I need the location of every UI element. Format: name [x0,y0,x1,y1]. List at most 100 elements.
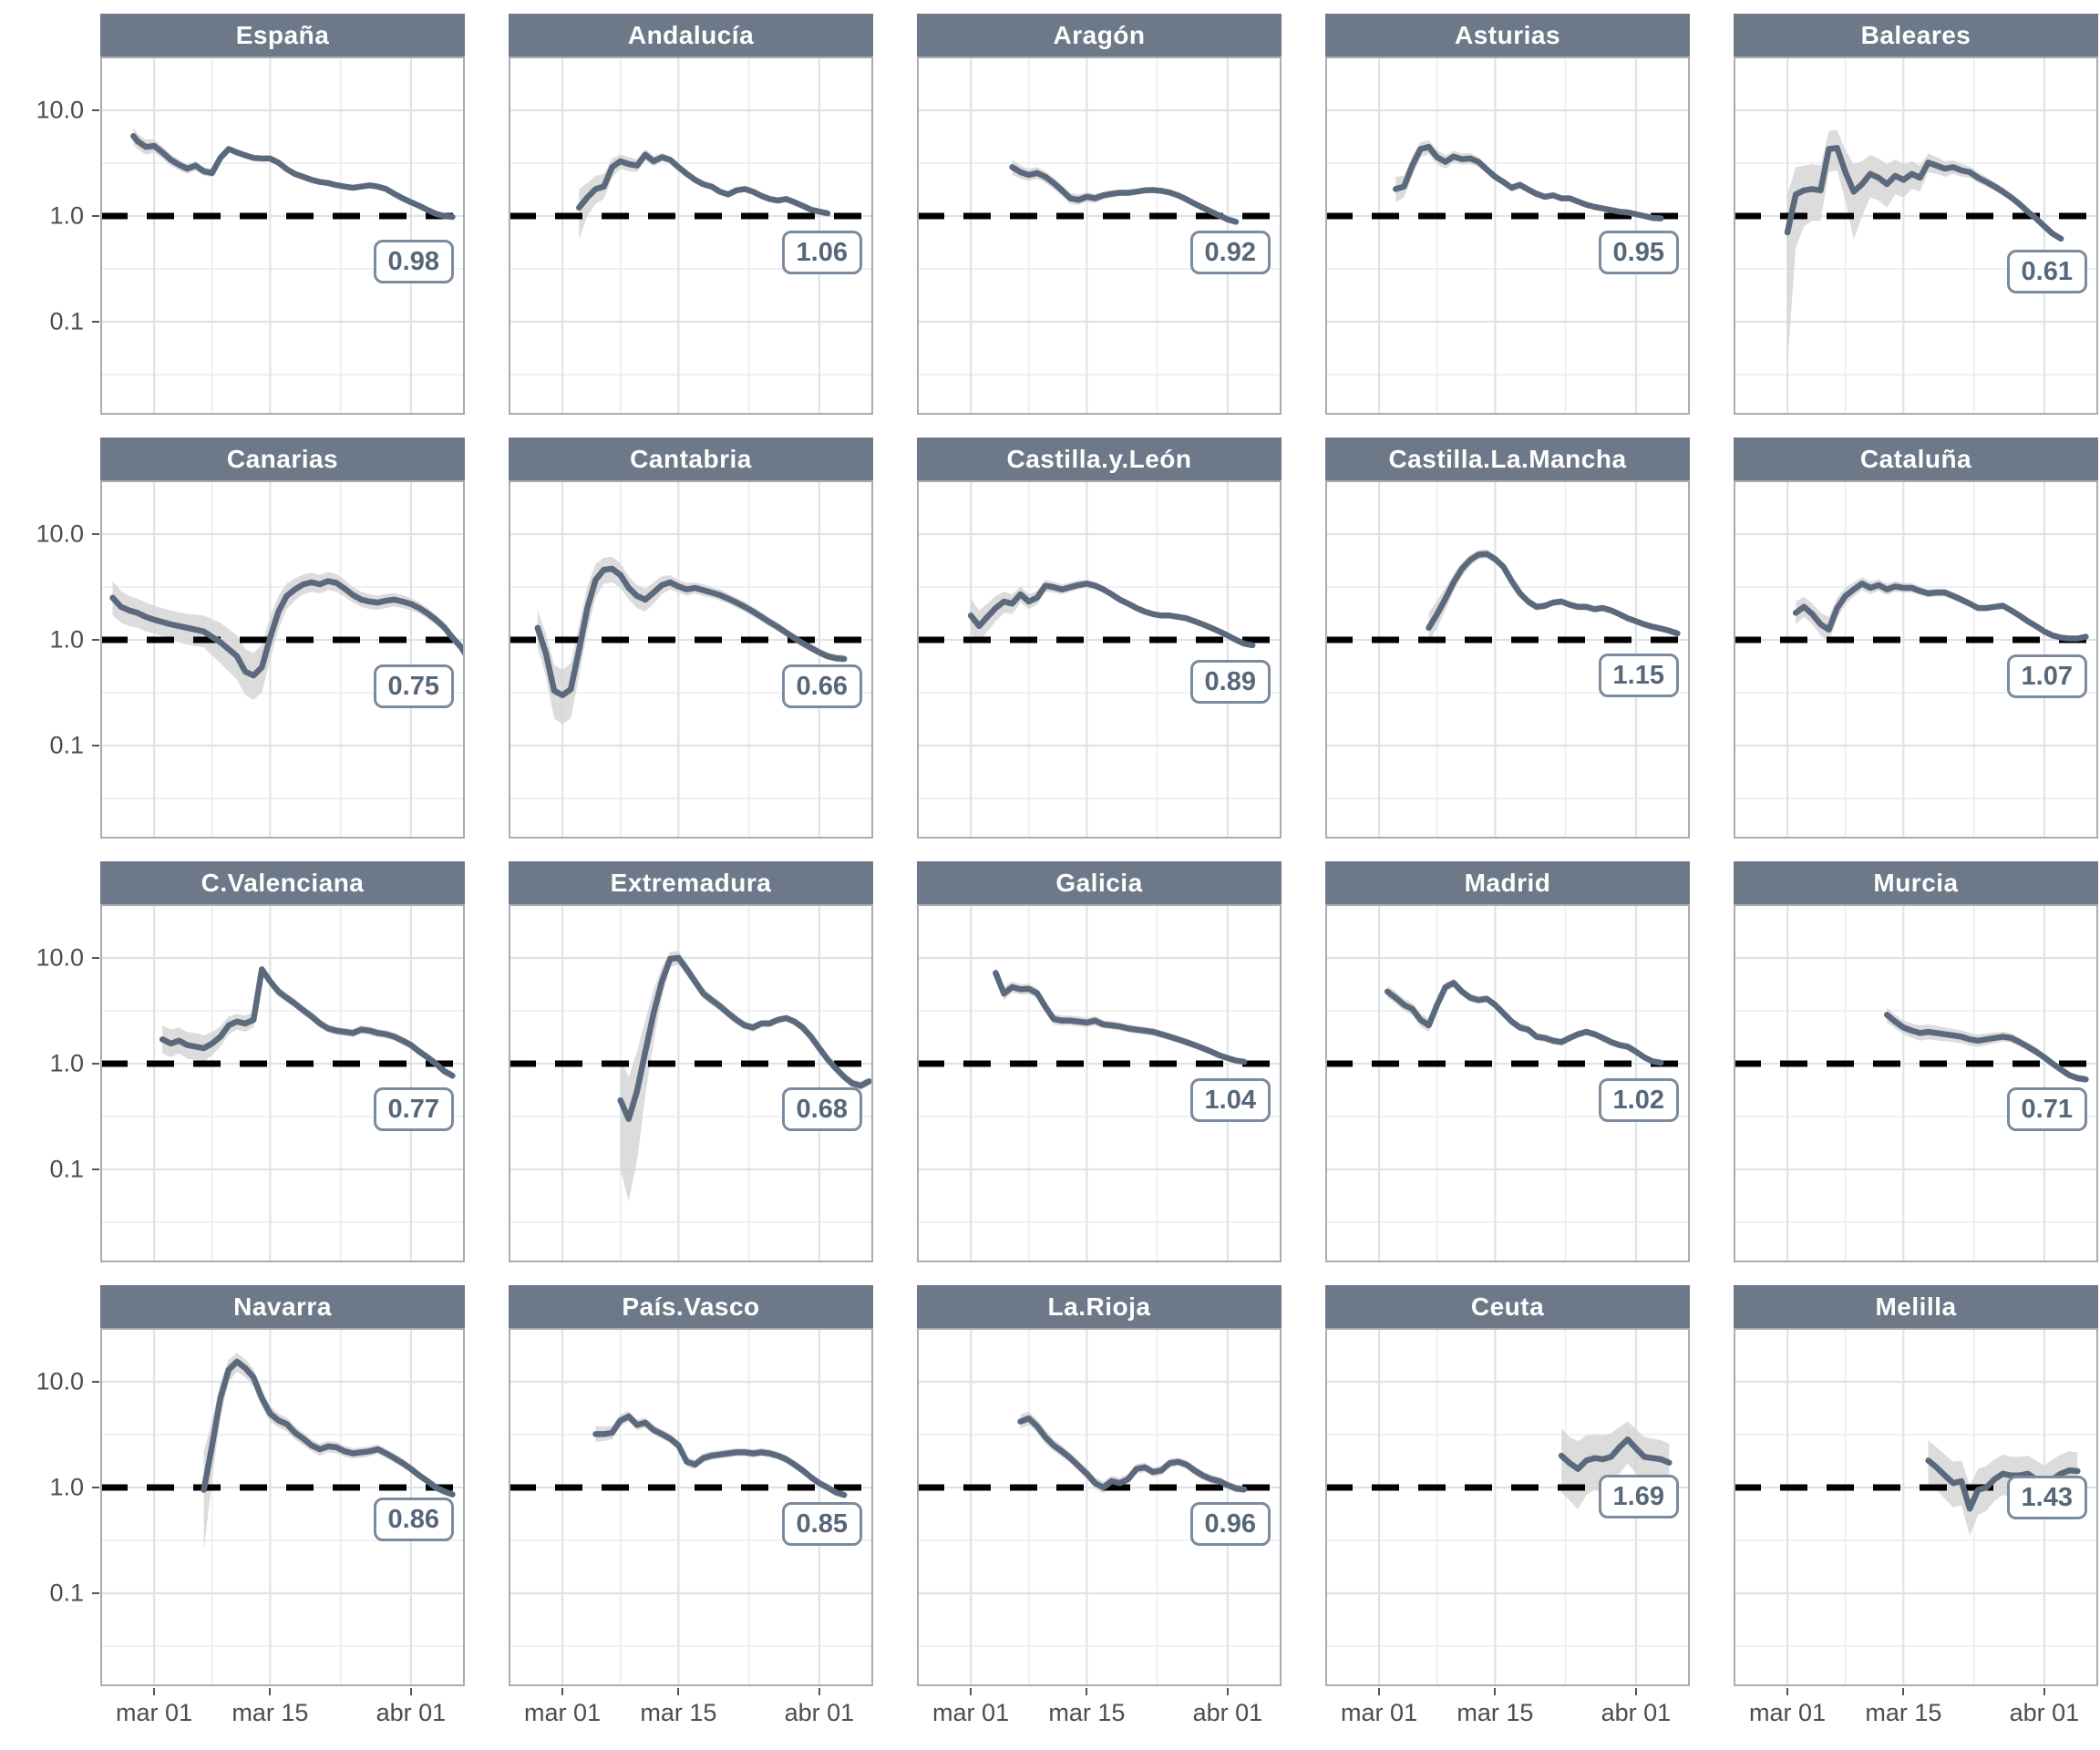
rt-line [130,133,456,221]
rt-line [159,966,456,1079]
rt-value-badge: 1.06 [781,231,862,275]
x-tick-mark [1226,1688,1229,1695]
confidence-ribbon [1561,1421,1670,1510]
panel-title-strip: Cantabria [509,438,873,480]
x-tick-mark [409,1688,412,1695]
rt-value-badge: 1.15 [1598,654,1679,698]
panel-title-strip: Canarias [100,438,465,480]
facet-panel-baleares: Baleares 0.61 [1734,14,2098,415]
panel-title-strip: Navarra [100,1285,465,1328]
x-tick-mark [677,1688,680,1695]
x-tick-label: abr 01 [2009,1699,2080,1726]
y-tick-label: 1.0 [49,625,84,654]
rt-value-badge: 1.04 [1189,1078,1271,1123]
panel-plot [100,57,465,415]
y-tick-mark [92,639,99,641]
panel-title-strip: Castilla.y.León [917,438,1282,480]
panel-plot [1734,480,2098,839]
x-tick-label: mar 15 [1457,1699,1534,1726]
x-tick-label: mar 01 [524,1699,602,1726]
panel-title-strip: Extremadura [509,861,873,904]
y-tick-label: 0.1 [49,1579,84,1607]
rt-line [1017,1415,1248,1493]
x-tick-label: abr 01 [376,1699,447,1726]
panel-plot [1734,57,2098,415]
panel-plot [100,904,465,1262]
rt-line [1792,581,2089,642]
x-tick-mark [2043,1688,2045,1695]
rt-value-badge: 0.77 [373,1087,454,1132]
x-tick-label: mar 01 [932,1699,1010,1726]
y-tick-mark [92,1063,99,1065]
facet-panel-castilla-y-le-n: Castilla.y.León 0.89 [917,438,1282,839]
rt-value-badge: 0.86 [373,1497,454,1541]
rt-value-badge: 0.61 [2006,249,2087,293]
rt-value-badge: 1.43 [2006,1476,2087,1520]
x-tick-label: mar 15 [640,1699,717,1726]
facet-panel-extremadura: Extremadura 0.68 [509,861,873,1262]
rt-line [1393,143,1664,221]
y-tick-label: 10.0 [36,520,84,548]
y-tick-mark [92,1381,99,1383]
x-tick-mark [1786,1688,1789,1695]
rt-line [201,1358,456,1498]
y-tick-label: 1.0 [49,1473,84,1501]
panel-title-strip: Aragón [917,14,1282,57]
rt-line [1784,145,2064,242]
panel-title-strip: Melilla [1734,1285,2098,1328]
panel-title-strip: La.Rioja [917,1285,1282,1328]
panel-plot [509,904,873,1262]
facet-panel-castilla-la-mancha: Castilla.La.Mancha 1.15 [1325,438,1690,839]
x-tick-label: mar 01 [116,1699,193,1726]
facet-panel-murcia: Murcia 0.71 [1734,861,2098,1262]
x-tick-mark [1634,1688,1637,1695]
rt-value-badge: 0.66 [781,664,862,709]
panel-title-strip: Castilla.La.Mancha [1325,438,1690,480]
x-tick-label: abr 01 [784,1699,855,1726]
x-tick-label: mar 01 [1749,1699,1827,1726]
panel-title-strip: Andalucía [509,14,873,57]
facet-panel-c-valenciana: C.Valenciana 0.77 [100,861,465,1262]
confidence-ribbon [1887,1007,2086,1083]
rt-line [576,151,831,217]
x-tick-label: mar 15 [1865,1699,1942,1726]
rt-line [1009,164,1240,225]
x-tick-mark [818,1688,820,1695]
facet-panel-andaluc-a: Andalucía 1.06 [509,14,873,415]
x-tick-mark [153,1688,156,1695]
facet-panel-la-rioja: La.Rioja 0.96 [917,1285,1282,1686]
y-tick-label: 10.0 [36,1367,84,1395]
panel-plot [1734,904,2098,1262]
facet-panel-navarra: Navarra 0.86 [100,1285,465,1686]
x-tick-mark [1378,1688,1381,1695]
rt-line [534,565,848,698]
y-tick-mark [92,1168,99,1170]
rt-value-badge: 0.85 [781,1502,862,1547]
y-tick-label: 10.0 [36,96,84,124]
y-tick-label: 10.0 [36,943,84,972]
panel-plot [100,480,465,839]
facet-panel-melilla: Melilla 1.43 [1734,1285,2098,1686]
facet-panel-espa-a: España 0.98 [100,14,465,415]
rt-line [1558,1436,1673,1472]
y-tick-mark [92,321,99,323]
x-tick-mark [561,1688,564,1695]
rt-value-badge: 0.68 [781,1087,862,1132]
y-tick-mark [92,1487,99,1488]
panel-title-strip: País.Vasco [509,1285,873,1328]
rt-value-badge: 1.69 [1598,1474,1679,1518]
rt-value-badge: 0.71 [2006,1087,2087,1132]
rt-line [1883,1012,2089,1083]
rt-value-badge: 0.96 [1189,1502,1271,1547]
y-tick-label: 1.0 [49,201,84,230]
rt-value-badge: 0.95 [1598,231,1679,275]
y-tick-label: 1.0 [49,1049,84,1077]
rt-value-badge: 1.02 [1598,1078,1679,1123]
facet-panel-asturias: Asturias 0.95 [1325,14,1690,415]
y-tick-label: 0.1 [49,731,84,759]
facet-panel-madrid: Madrid 1.02 [1325,861,1690,1262]
rt-value-badge: 0.75 [373,664,454,709]
rt-line [967,581,1256,649]
x-tick-mark [1494,1688,1497,1695]
panel-title-strip: Madrid [1325,861,1690,904]
